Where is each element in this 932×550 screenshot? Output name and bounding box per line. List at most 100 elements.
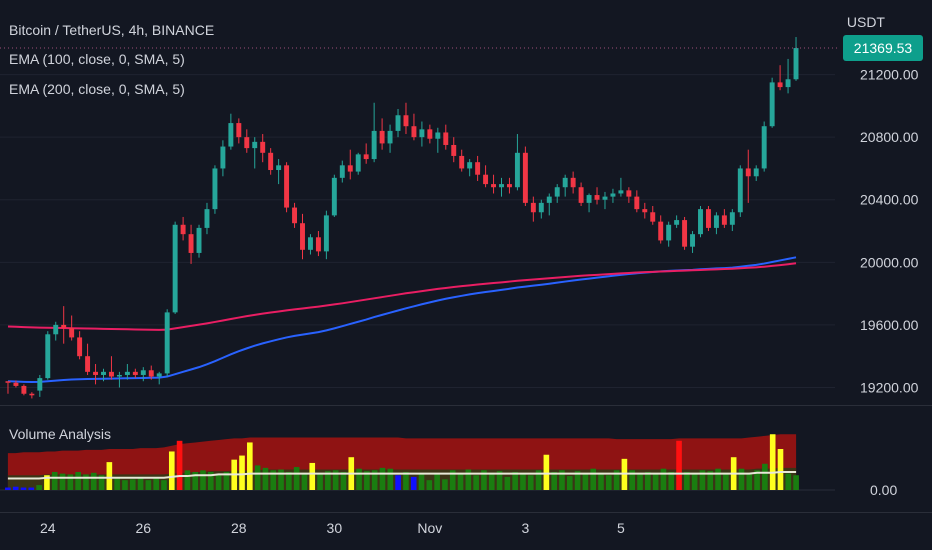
volume-bar <box>184 470 191 490</box>
candle-body <box>347 165 353 172</box>
candle-body <box>419 129 425 138</box>
volume-bar <box>145 480 152 490</box>
ema-200-legend[interactable]: EMA (200, close, 0, SMA, 5) <box>9 81 185 97</box>
candle-body <box>140 370 146 375</box>
volume-bar <box>684 471 690 490</box>
volume-bar <box>215 473 222 490</box>
pane-separator[interactable] <box>0 405 932 406</box>
candle-body <box>307 237 313 250</box>
volume-bar <box>754 470 760 490</box>
symbol-title[interactable]: Bitcoin / TetherUS, 4h, BINANCE <box>9 22 215 38</box>
candle-body <box>339 165 345 178</box>
candle-body <box>85 356 91 372</box>
candle-body <box>753 168 759 177</box>
candle-body <box>355 154 361 172</box>
candle-body <box>300 223 305 250</box>
candle-body <box>45 334 51 379</box>
candle-body <box>546 196 552 203</box>
candle-body <box>713 215 719 228</box>
volume-bar <box>418 473 425 490</box>
candle-body <box>101 371 106 375</box>
candle-body <box>260 141 266 153</box>
candle-body <box>451 144 457 156</box>
volume-analysis-legend[interactable]: Volume Analysis <box>9 426 111 442</box>
volume-bar <box>738 468 745 490</box>
candle-body <box>562 177 568 188</box>
volume-bar <box>247 442 253 490</box>
volume-bar <box>176 440 183 490</box>
volume-bar <box>637 473 643 490</box>
ema-100-line <box>7 256 797 384</box>
volume-bar <box>574 471 581 490</box>
volume-bar <box>465 469 472 490</box>
candle-body <box>610 193 616 197</box>
volume-bar <box>520 473 526 490</box>
volume-bar <box>12 486 19 490</box>
candle-body <box>522 152 528 203</box>
candle-body <box>93 371 99 375</box>
time-axis[interactable]: 24 26 28 30 Nov 3 5 <box>40 520 625 536</box>
grid-lines <box>0 74 835 491</box>
volume-bar <box>746 472 753 490</box>
price-axis[interactable]: 19200.00 19600.00 20000.00 20400.00 20800.00… <box>860 67 919 498</box>
volume-bar <box>20 487 27 490</box>
currency-label[interactable]: USDT <box>846 14 885 30</box>
candle-body <box>371 130 377 160</box>
volume-bar <box>207 471 214 490</box>
volume-bar <box>559 470 565 490</box>
volume-bar <box>449 470 456 490</box>
candle-body <box>538 202 544 213</box>
last-price-tag: 21369.53 <box>843 35 923 61</box>
candle-body <box>499 184 504 188</box>
volume-bar <box>645 471 651 490</box>
candle-body <box>132 371 138 375</box>
candle-body <box>642 209 648 213</box>
candle-body <box>212 168 218 210</box>
candle-body <box>459 155 465 169</box>
volume-bar <box>387 468 394 490</box>
volume-bar <box>153 478 159 490</box>
volume-bar <box>340 471 347 490</box>
candle-body <box>698 209 703 235</box>
candle-body <box>395 115 401 131</box>
candle-body <box>514 152 520 188</box>
volume-bar <box>106 462 113 490</box>
ema-100-legend[interactable]: EMA (100, close, 0, SMA, 5) <box>9 51 185 67</box>
time-tick-label: 3 <box>521 520 529 536</box>
candle-body <box>745 168 751 177</box>
candle-body <box>363 154 369 160</box>
volume-bar <box>51 471 58 490</box>
candle-body <box>666 224 672 241</box>
candle-body <box>5 381 11 383</box>
volume-bar <box>317 474 323 490</box>
volume-bar <box>488 472 495 490</box>
candle-body <box>196 227 202 253</box>
candle-body <box>467 162 473 169</box>
volume-bar <box>426 480 433 490</box>
candle-body <box>506 184 512 188</box>
volume-bar <box>566 476 573 490</box>
candle-body <box>164 312 170 374</box>
volume-bar <box>769 434 776 490</box>
candle-body <box>61 324 67 329</box>
time-tick-label: 5 <box>617 520 625 536</box>
volume-bar <box>309 462 316 490</box>
volume-bar <box>371 470 378 490</box>
price-tick-label: 19600.00 <box>860 317 919 333</box>
candle-body <box>53 324 59 335</box>
volume-bar <box>481 470 487 490</box>
volume-bar <box>192 471 199 490</box>
volume-bars <box>5 434 799 490</box>
volume-bar <box>223 471 230 490</box>
volume-bar <box>379 467 386 490</box>
candle-body <box>172 224 178 313</box>
candle-body <box>108 371 114 377</box>
volume-bar <box>660 468 667 490</box>
volume-bar <box>168 451 175 490</box>
candle-body <box>785 79 791 88</box>
volume-bar <box>762 463 768 490</box>
candle-body <box>705 209 711 228</box>
volume-bar <box>98 475 105 490</box>
candle-body <box>204 209 210 228</box>
